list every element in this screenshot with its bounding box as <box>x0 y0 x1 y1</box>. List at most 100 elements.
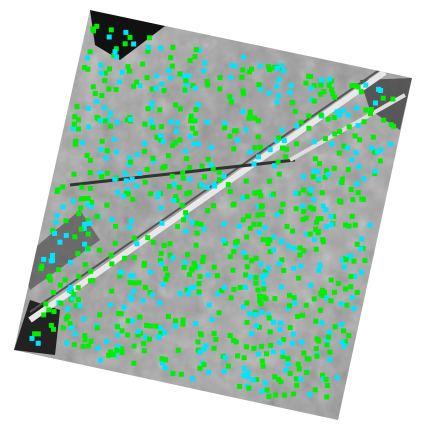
keypoint <box>137 83 143 88</box>
keypoint <box>299 339 305 345</box>
keypoint <box>283 154 289 160</box>
keypoint <box>170 255 176 261</box>
keypoint <box>313 226 319 232</box>
keypoint <box>148 191 154 197</box>
keypoint <box>168 55 174 61</box>
keypoint <box>187 285 193 291</box>
keypoint <box>328 298 334 304</box>
keypoint <box>367 222 373 228</box>
keypoint <box>170 44 176 50</box>
keypoint <box>98 62 104 68</box>
keypoint <box>172 140 178 146</box>
keypoint <box>362 258 368 264</box>
keypoint <box>50 252 55 258</box>
keypoint <box>346 124 352 130</box>
keypoint <box>142 179 148 185</box>
keypoint <box>221 221 227 227</box>
keypoint <box>187 133 193 139</box>
keypoint <box>35 340 41 346</box>
keypoint <box>255 212 261 218</box>
keypoint <box>88 338 94 344</box>
keypoint <box>70 126 76 132</box>
keypoint <box>75 251 81 256</box>
keypoint <box>109 217 115 222</box>
keypoint <box>106 352 112 358</box>
keypoint <box>339 180 345 185</box>
keypoint <box>291 246 297 251</box>
keypoint <box>173 128 179 134</box>
keypoint <box>29 335 35 341</box>
keypoint <box>261 280 267 286</box>
keypoint <box>243 127 249 133</box>
keypoint <box>278 284 284 290</box>
keypoint <box>290 331 296 337</box>
keypoint <box>276 135 282 141</box>
keypoint <box>85 217 91 223</box>
keypoint <box>149 292 155 298</box>
keypoint <box>131 288 137 294</box>
keypoint <box>85 105 91 111</box>
keypoint <box>169 173 175 179</box>
keypoint <box>368 111 373 117</box>
keypoint <box>194 230 200 236</box>
keypoint <box>309 97 315 103</box>
keypoint <box>41 312 47 318</box>
keypoint <box>301 350 307 356</box>
keypoint <box>303 302 309 308</box>
keypoint <box>257 298 263 304</box>
keypoint <box>76 211 82 217</box>
keypoint <box>271 234 277 240</box>
keypoint <box>246 115 252 121</box>
keypoint <box>276 76 282 82</box>
keypoint <box>337 113 342 118</box>
keypoint <box>247 225 253 231</box>
keypoint <box>88 186 93 191</box>
keypoint <box>63 233 69 238</box>
keypoint <box>279 257 285 263</box>
keypoint <box>97 357 103 363</box>
keypoint <box>273 392 279 398</box>
keypoint <box>351 258 357 264</box>
keypoint <box>216 310 222 316</box>
keypoint <box>110 352 116 358</box>
keypoint <box>301 187 307 193</box>
keypoint <box>345 112 351 118</box>
keypoint <box>256 82 262 88</box>
keypoint <box>142 140 148 146</box>
keypoint <box>221 173 227 179</box>
keypoint <box>104 339 109 344</box>
keypoint <box>46 275 52 280</box>
keypoint <box>348 187 354 192</box>
keypoint <box>128 159 134 165</box>
keypoint <box>148 323 154 329</box>
keypoint <box>267 237 273 243</box>
keypoint <box>324 168 329 174</box>
keypoint <box>114 347 120 353</box>
keypoint <box>348 273 354 279</box>
keypoint <box>157 257 163 263</box>
keypoint <box>160 281 166 287</box>
keypoint <box>48 258 54 264</box>
keypoint <box>102 105 108 111</box>
keypoint <box>278 320 284 326</box>
keypoint <box>308 74 313 80</box>
keypoint <box>46 307 52 313</box>
keypoint <box>391 123 396 129</box>
keypoint <box>87 49 93 55</box>
keypoint <box>85 343 91 349</box>
keypoint <box>313 246 319 252</box>
keypoint <box>244 300 250 306</box>
keypoint <box>195 141 201 147</box>
keypoint <box>85 231 91 237</box>
keypoint <box>174 198 180 204</box>
keypoint <box>180 317 186 323</box>
keypoint <box>281 337 286 343</box>
keypoint <box>160 165 166 171</box>
keypoint <box>52 231 57 236</box>
keypoint <box>168 119 174 125</box>
keypoint <box>183 148 189 154</box>
keypoint <box>353 150 359 155</box>
keypoint <box>259 343 265 349</box>
keypoint <box>183 228 189 234</box>
keypoint <box>259 212 265 218</box>
